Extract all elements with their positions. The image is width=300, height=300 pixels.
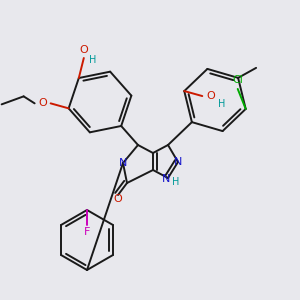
Text: Cl: Cl	[232, 75, 243, 85]
Text: H: H	[89, 55, 97, 65]
Text: H: H	[172, 177, 180, 187]
Text: N: N	[162, 174, 170, 184]
Text: N: N	[174, 157, 182, 167]
Text: F: F	[84, 227, 90, 237]
Text: O: O	[206, 91, 215, 101]
Text: O: O	[114, 194, 122, 204]
Text: H: H	[218, 99, 225, 109]
Text: O: O	[80, 45, 88, 55]
Text: N: N	[119, 158, 127, 168]
Text: O: O	[38, 98, 47, 108]
